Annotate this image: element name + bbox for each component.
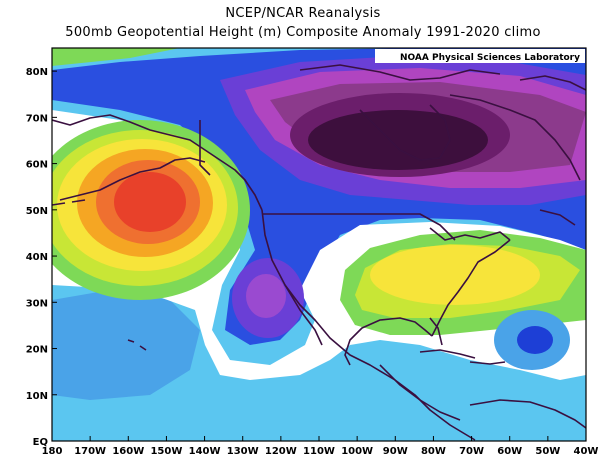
x-tick-label: 150W — [150, 446, 182, 457]
great-lakes — [429, 227, 511, 241]
y-tick-label: EQ — [33, 437, 48, 448]
south-america-coast — [469, 399, 586, 429]
y-tick-label: 30N — [26, 298, 48, 309]
anomaly-fields — [52, 48, 586, 441]
y-tick-label: 20N — [26, 345, 48, 356]
east-coast — [431, 239, 511, 337]
x-tick-label: 180 — [42, 446, 63, 457]
alaska-canada-border — [199, 120, 211, 176]
labrador-coast — [449, 94, 581, 181]
credit-label: NOAA Physical Sciences Laboratory — [400, 53, 580, 63]
negative-patch-pacific — [52, 290, 200, 400]
chart-title: NCEP/NCAR Reanalysis — [225, 6, 381, 21]
alaska-coast — [52, 114, 263, 211]
arctic-islands — [299, 64, 501, 81]
positive-field-atlantic-core — [370, 245, 540, 305]
y-tick-label: 80N — [26, 67, 48, 78]
hawaii — [127, 339, 147, 351]
y-tick-label: 50N — [26, 206, 48, 217]
y-tick-label: 60N — [26, 160, 48, 171]
x-tick-label: 110W — [303, 446, 335, 457]
chart-subtitle: 500mb Geopotential Height (m) Composite … — [65, 25, 541, 40]
newfoundland — [539, 209, 576, 226]
y-tick-label: 40N — [26, 252, 48, 263]
negative-cutoff-low-core — [246, 274, 286, 318]
x-tick-label: 80W — [421, 446, 446, 457]
us-canada-border — [262, 213, 456, 241]
x-tick-label: 100W — [341, 446, 373, 457]
hudson-bay — [359, 104, 451, 161]
positive-corner-arctic — [52, 48, 180, 66]
x-tick-label: 120W — [265, 446, 297, 457]
florida — [429, 317, 443, 346]
west-coast — [261, 209, 476, 441]
x-tick-label: 130W — [227, 446, 259, 457]
x-tick-label: 40W — [574, 446, 599, 457]
baffin-island — [519, 75, 586, 91]
x-tick-label: 70W — [459, 446, 484, 457]
alaska-peninsula — [59, 157, 206, 201]
y-tick-label: 70N — [26, 113, 48, 124]
x-axis-ticks: 180 170W 160W 150W 140W 130W 120W 110W 100W 90W 80… — [42, 436, 599, 457]
hispaniola — [469, 361, 506, 365]
y-axis-ticks: EQ 10N 20N 30N 40N 50N 60N 70N 80N — [26, 67, 57, 448]
negative-eddy-core — [517, 326, 553, 354]
x-tick-label: 170W — [74, 446, 106, 457]
x-tick-label: 140W — [189, 446, 221, 457]
gulf-coast — [344, 317, 433, 366]
x-tick-label: 160W — [112, 446, 144, 457]
positive-field-pacific-core — [114, 172, 186, 232]
cuba — [419, 349, 476, 359]
central-america — [379, 364, 461, 421]
credit-box — [375, 49, 585, 63]
x-tick-label: 60W — [497, 446, 522, 457]
baja-coast — [284, 284, 323, 346]
negative-field-canada-core — [308, 110, 488, 170]
x-tick-label: 90W — [383, 446, 408, 457]
y-tick-label: 10N — [26, 391, 48, 402]
aleutians — [52, 199, 86, 206]
x-tick-label: 50W — [535, 446, 560, 457]
coastlines — [52, 64, 586, 441]
